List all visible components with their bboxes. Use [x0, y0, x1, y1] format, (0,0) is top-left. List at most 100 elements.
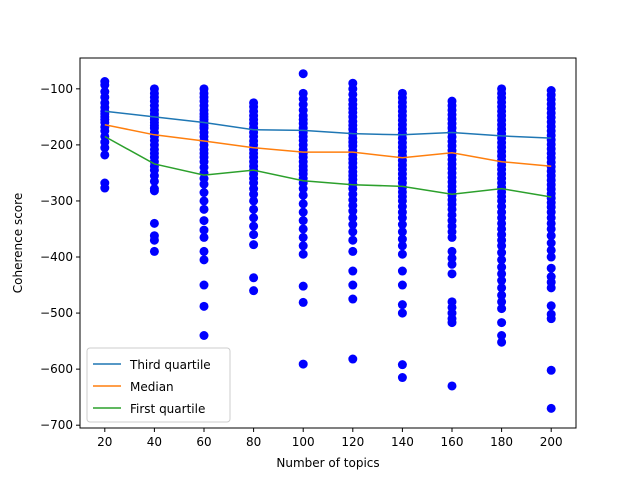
scatter-point [249, 196, 259, 206]
scatter-point [298, 207, 308, 217]
y-tick-label: −100 [40, 82, 73, 96]
scatter-point [546, 365, 556, 375]
scatter-point [447, 318, 457, 328]
scatter-point [497, 269, 507, 279]
scatter-point [546, 238, 556, 248]
legend-first-quartile-label: First quartile [130, 402, 205, 416]
scatter-point [546, 252, 556, 262]
scatter-point [348, 246, 358, 256]
scatter-point [497, 331, 507, 340]
scatter-point [199, 204, 209, 214]
scatter-point [397, 213, 407, 223]
scatter-point [199, 246, 209, 256]
legend-third-quartile-label: Third quartile [129, 358, 211, 372]
scatter-point [546, 224, 556, 234]
scatter-point [397, 266, 407, 276]
scatter-point [497, 262, 507, 272]
scatter-point [199, 216, 209, 226]
series-line-median [104, 123, 552, 167]
scatter-point [546, 403, 556, 413]
scatter-point [447, 232, 457, 242]
scatter-point [497, 318, 507, 328]
x-axis-ticks: 20 40 60 80 100 120 140 160 180 200 [97, 428, 563, 449]
scatter-point [397, 249, 407, 259]
scatter-point [249, 286, 259, 296]
scatter-point [149, 218, 159, 228]
scatter-point [497, 241, 507, 251]
scatter-point [298, 216, 308, 226]
y-tick-label: −500 [40, 306, 73, 320]
scatter-point [249, 213, 259, 223]
legend-frame [86, 347, 231, 423]
y-tick-label: −300 [40, 194, 73, 208]
quartile-lines [104, 110, 552, 198]
scatter-point [149, 246, 159, 256]
x-tick-label: 20 [97, 435, 112, 449]
x-tick-label: 200 [540, 435, 563, 449]
x-tick-label: 40 [147, 435, 162, 449]
scatter-point [298, 241, 308, 251]
scatter-point [249, 230, 259, 240]
scatter-point [298, 199, 308, 209]
scatter-point [348, 206, 358, 216]
scatter-point [298, 232, 308, 242]
scatter-point [249, 189, 259, 199]
y-axis-ticks: −700 −600 −500 −400 −300 −200 −100 [40, 82, 80, 432]
scatter-point [447, 246, 457, 256]
x-tick-label: 180 [490, 435, 513, 449]
scatter-point [348, 266, 358, 276]
scatter-point [397, 308, 407, 318]
scatter-point [546, 283, 556, 293]
scatter-point [397, 234, 407, 244]
scatter-point [149, 186, 159, 196]
scatter-point [546, 314, 556, 324]
scatter-point [497, 255, 507, 265]
legend: Third quartile Median First quartile [86, 347, 231, 423]
y-tick-label: −200 [40, 138, 73, 152]
scatter-point [100, 150, 110, 160]
series-line-first-quartile [104, 135, 552, 198]
scatter-point [497, 283, 507, 293]
scatter-point [348, 220, 358, 229]
scatter-point [298, 297, 308, 307]
scatter-point [199, 188, 209, 198]
x-axis-label: Number of topics [276, 456, 379, 470]
scatter-point [298, 190, 308, 200]
scatter-point [397, 300, 407, 310]
scatter-point [397, 227, 407, 237]
y-tick-label: −400 [40, 250, 73, 264]
scatter-point [397, 241, 407, 251]
y-axis-label: Coherence score [11, 193, 25, 293]
scatter-point [497, 337, 507, 347]
scatter-point [298, 249, 308, 259]
x-tick-label: 100 [292, 435, 315, 449]
legend-median-label: Median [130, 380, 174, 394]
scatter-point [447, 253, 457, 263]
scatter-point [447, 259, 457, 269]
scatter-point [199, 225, 209, 235]
scatter-point [397, 360, 407, 370]
x-tick-label: 140 [391, 435, 414, 449]
scatter-point [100, 143, 110, 153]
scatter-point [546, 231, 556, 241]
scatter-point [497, 248, 507, 258]
scatter-point [348, 213, 358, 223]
y-tick-label: −700 [40, 418, 73, 432]
x-tick-label: 160 [441, 435, 464, 449]
scatter-point [199, 255, 209, 265]
scatter-point [298, 359, 308, 369]
scatter-point [249, 221, 259, 231]
scatter-point [497, 304, 507, 314]
scatter-point [199, 179, 209, 189]
scatter-point [249, 273, 259, 283]
axes-frame [79, 57, 577, 429]
scatter-point [447, 269, 457, 279]
scatter-point [199, 232, 209, 242]
scatter-point [100, 80, 110, 90]
x-tick-label: 60 [196, 435, 211, 449]
scatter-point [397, 220, 407, 229]
scatter-point [199, 196, 209, 206]
scatter-point [249, 240, 259, 250]
scatter-point [348, 280, 358, 290]
